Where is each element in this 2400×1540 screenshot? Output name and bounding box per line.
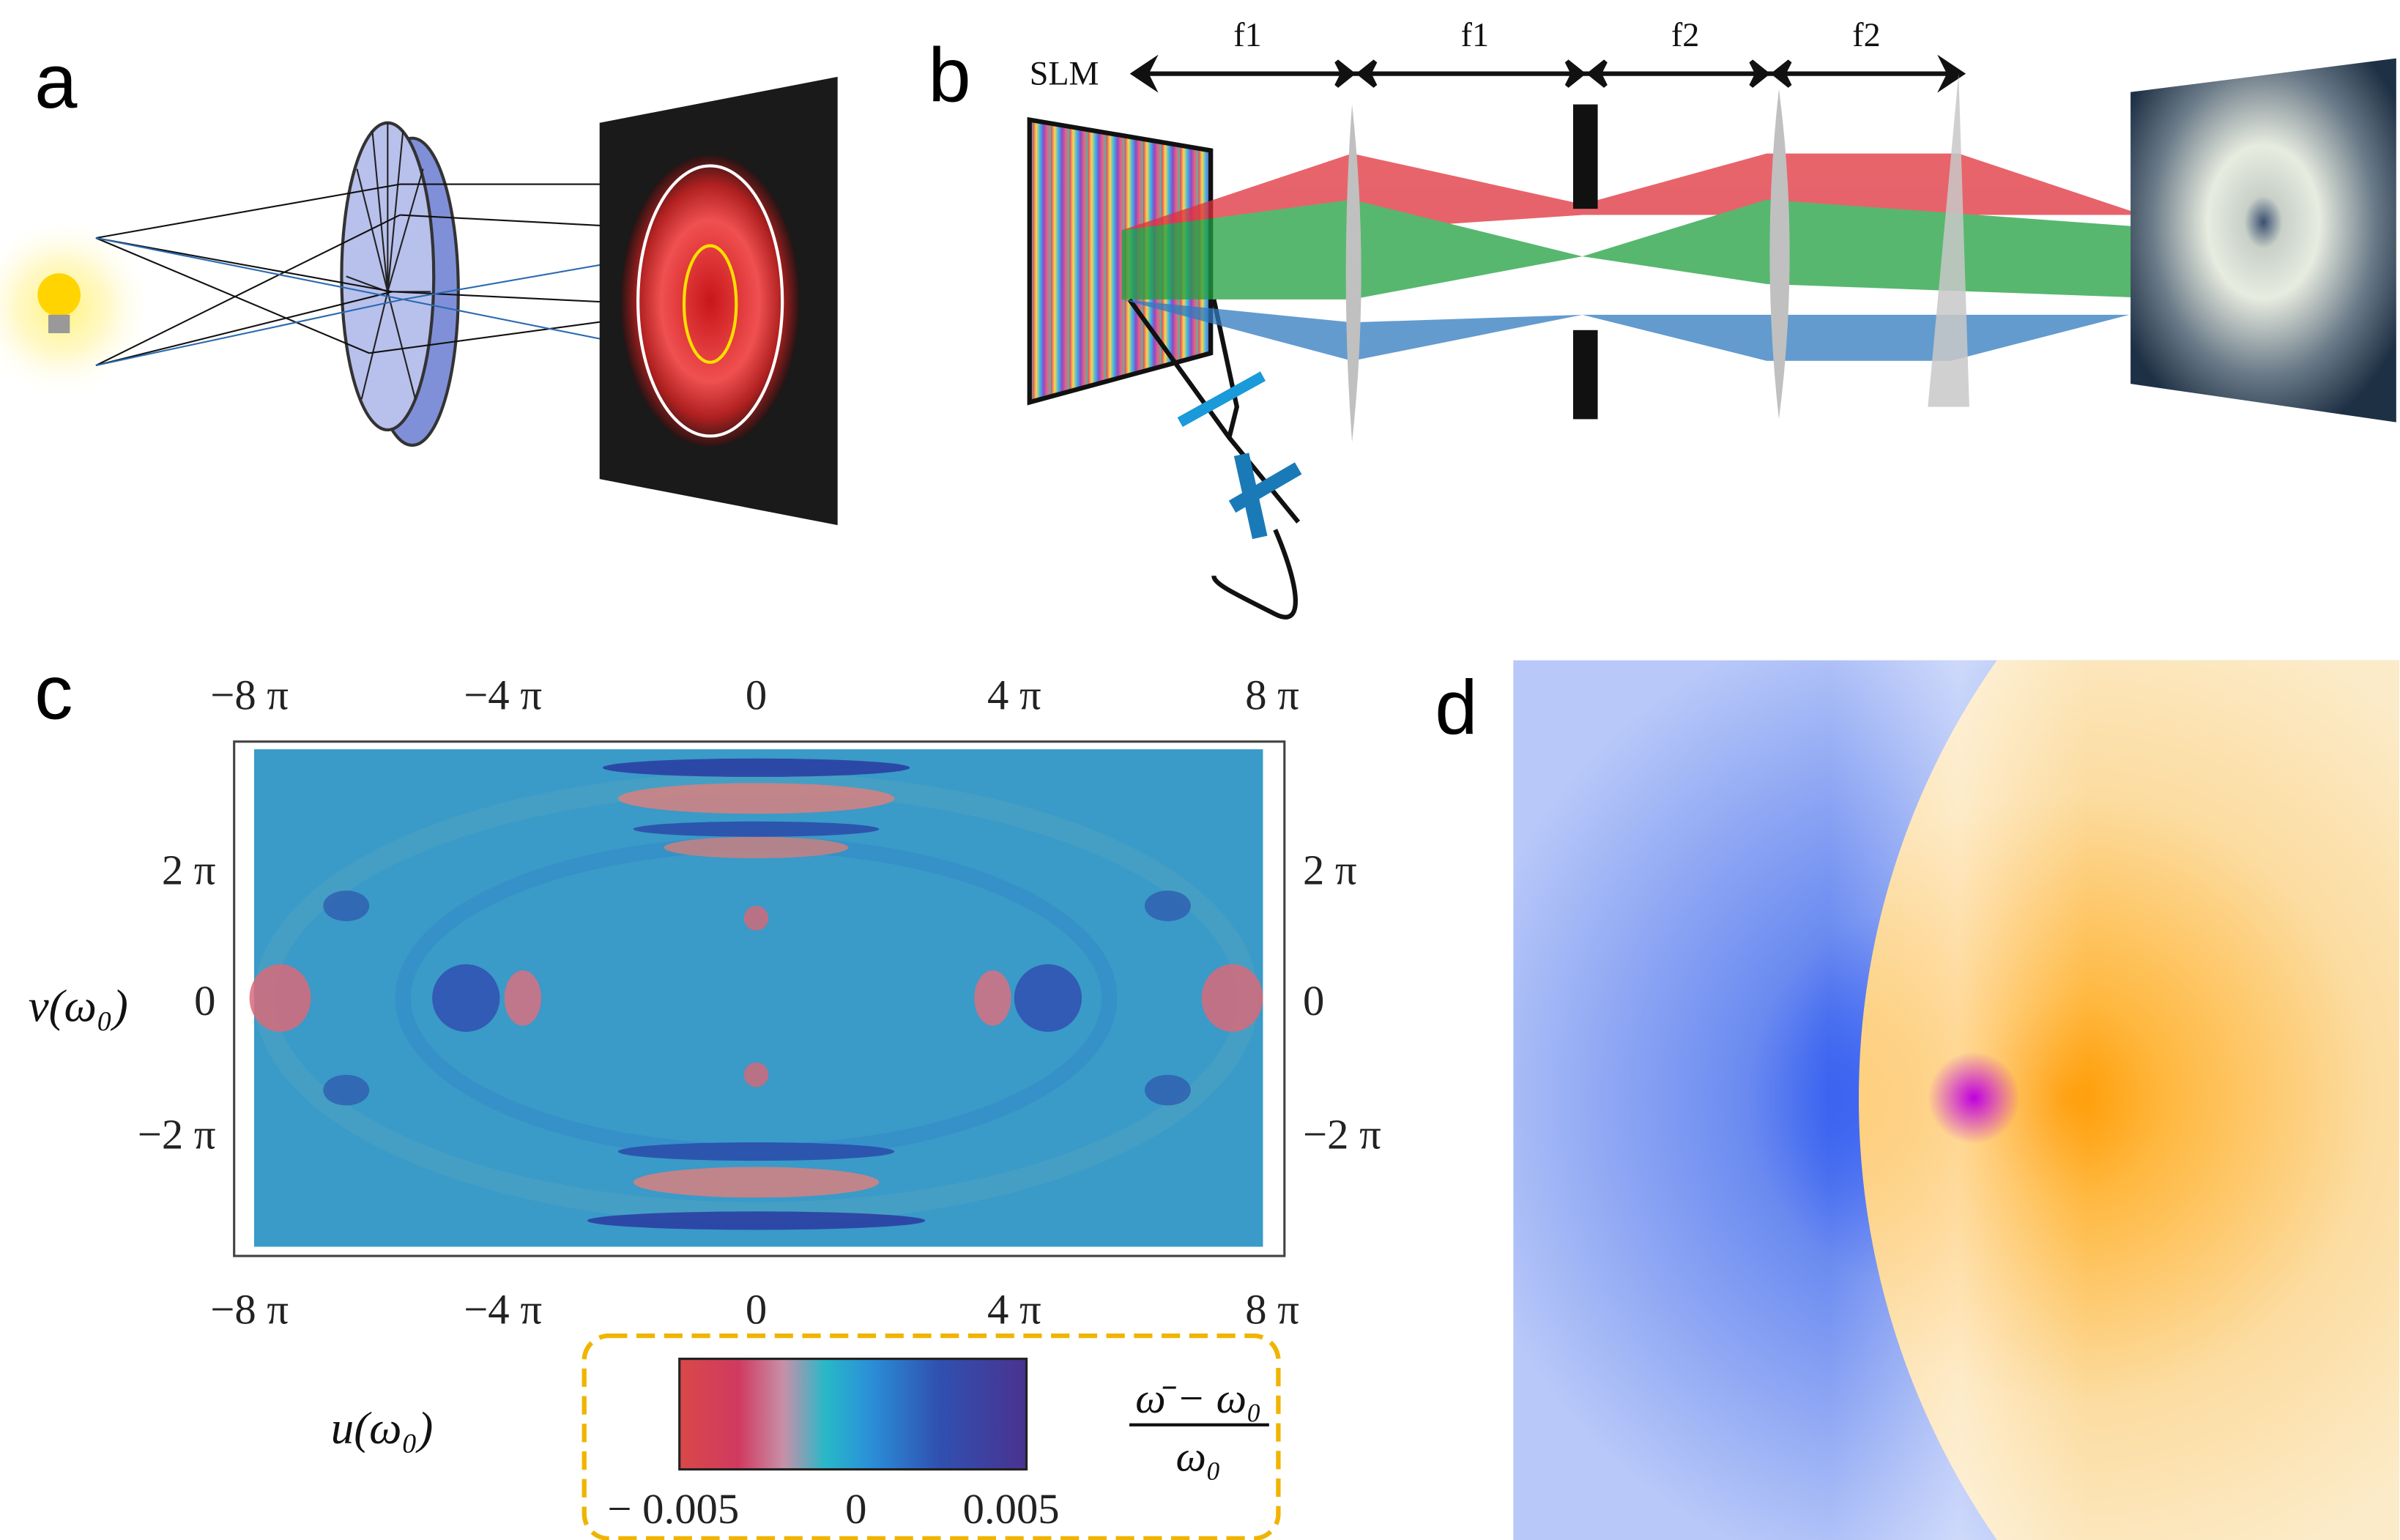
axis-tick-label: 0 [194,977,215,1024]
panel-label-c: c [34,650,73,735]
axis-tick-label: −8 π [210,1285,289,1333]
panel-b: b SLM f1 f1 f2 f2 [928,16,2396,620]
slm-label: SLM [1030,54,1099,92]
spatial-filter-bottom [1573,330,1598,420]
spectral-feature [587,1211,926,1230]
spectral-feature [602,758,910,777]
lens-2 [1769,89,1790,420]
spectral-feature [664,836,849,859]
spectral-feature [617,783,895,814]
spectral-feature [743,1062,769,1087]
spatial-filter-top [1573,104,1598,209]
y-axis-label: v(ω₀) [29,980,128,1031]
phase-field-map [1513,660,2400,1540]
panel-label-b: b [928,32,970,118]
spectral-feature [1145,1074,1191,1106]
axis-tick-label: 0 [1303,977,1324,1024]
axis-tick-label: 4 π [987,1285,1041,1333]
colorbar-tick: 0.005 [963,1485,1060,1533]
colorbar-tick: 0 [845,1485,866,1533]
axis-tick-label: 2 π [1303,847,1357,894]
spectral-map [249,749,1263,1247]
spectral-feature [1201,964,1263,1032]
axis-tick-label: −2 π [138,1110,216,1158]
spectral-feature [617,1142,895,1161]
colorbar-label-numerator: ω̄ − ω₀ [1135,1375,1261,1422]
distance-arrows [1129,54,1966,93]
spectral-feature [323,1074,370,1106]
panel-label-d: d [1435,665,1477,751]
axis-tick-label: −8 π [210,672,289,719]
axis-tick-label: 8 π [1245,672,1299,719]
distance-label: f1 [1461,16,1489,53]
panel-c: c −8 π −8 π −4 π −4 π 0 0 4 π 4 π 8 π 8 π 2 π 2 π 0 0… [29,650,1381,1540]
spectral-feature [504,970,542,1026]
spectral-feature [1014,964,1082,1032]
axis-tick-label: −4 π [464,1285,542,1333]
spectral-feature [1145,890,1191,922]
fiber-input [1127,298,1302,620]
axis-tick-label: 2 π [162,847,216,894]
distance-label: f2 [1671,16,1699,53]
x-axis-label: u(ω₀) [331,1402,434,1454]
colorbar-tick: − 0.005 [607,1485,739,1533]
panel-label-a: a [34,39,78,124]
light-bulb-glow [0,215,155,400]
screen-a [599,76,838,526]
lens-1 [1345,104,1361,442]
spectral-feature [432,964,500,1032]
distance-label: f1 [1233,16,1261,53]
camera-image [2130,58,2396,423]
colorbar-label-denominator: ω₀ [1175,1433,1221,1481]
spectral-feature [249,964,311,1032]
spectral-feature [323,890,370,922]
beams [1121,153,2189,361]
wedge-prism [1928,73,1969,407]
axis-tick-label: 0 [746,672,767,719]
spectral-feature [633,1167,880,1198]
axis-tick-label: −4 π [464,672,542,719]
colorbar-legend-box [582,1333,1281,1540]
axis-tick-label: 4 π [987,672,1041,719]
q-plate [340,121,460,447]
spectral-feature [974,970,1011,1026]
spectral-feature [633,821,880,837]
axis-tick-label: −2 π [1303,1110,1381,1158]
axis-tick-label: 0 [746,1285,767,1333]
axis-tick-label: 8 π [1245,1285,1299,1333]
panel-a: a [0,39,838,526]
spectral-feature [743,906,769,931]
distance-label: f2 [1852,16,1880,53]
light-bulb-icon [37,273,81,333]
panel-d: d [1435,660,2400,1540]
rays [95,183,710,367]
slm-device [1027,116,1214,406]
colorbar [678,1358,1028,1471]
